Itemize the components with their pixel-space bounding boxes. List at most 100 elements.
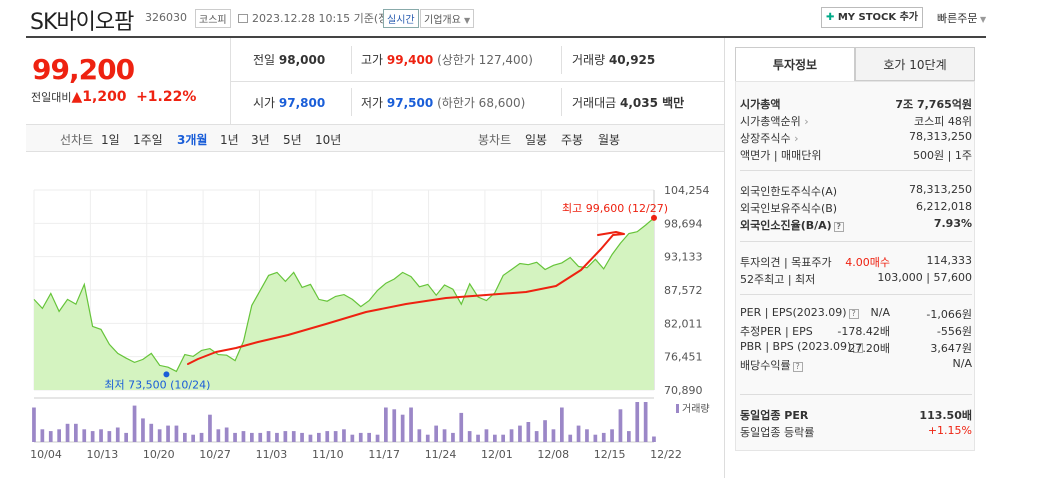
amount-stat: 거래대금 4,035 백만 (572, 94, 684, 111)
chevron-down-icon: ▼ (977, 15, 987, 24)
market-badge: 코스피 (195, 9, 231, 28)
stock-title: SK바이오팜 (30, 10, 134, 35)
realtime-button[interactable]: 실시간 (383, 9, 419, 28)
investment-row-label: 액면가 | 매매단위 (740, 149, 822, 162)
investment-row-label: 외국인보유주식수(B) (740, 202, 838, 215)
volume-bar (400, 414, 405, 442)
y-tick-label: 70,890 (664, 384, 703, 397)
volume-bar (40, 429, 45, 442)
volume-bar (518, 425, 522, 442)
low-value: 97,500 (386, 96, 434, 110)
investment-row-value: 103,000 | 57,600 (877, 271, 972, 284)
help-icon[interactable]: ? (848, 309, 859, 319)
company-overview-dropdown[interactable]: 기업개요 ▼ (420, 9, 475, 28)
investment-row-label: 추정PER | EPS (740, 325, 813, 338)
investment-row-label: 투자의견 | 목표주가 (740, 256, 832, 269)
x-tick-label: 12/22 (650, 448, 682, 461)
volume-bar (216, 429, 221, 442)
volume-label: 거래량 (572, 53, 606, 67)
investment-row-value: 113.50배 (919, 409, 972, 422)
investment-row-value: 500원 | 1주 (913, 149, 972, 162)
investment-row-value: N/A (952, 357, 972, 370)
x-tick-label: 11/03 (256, 448, 288, 461)
volume-bar (224, 427, 229, 442)
range-5y[interactable]: 5년 (283, 133, 302, 147)
y-tick-label: 104,254 (664, 184, 710, 197)
volume-bar (392, 409, 397, 442)
volume-bar (618, 409, 623, 442)
help-icon[interactable]: ? (833, 222, 844, 232)
investment-row-label: 동일업종 등락률 (740, 426, 815, 439)
quick-order-link[interactable]: 빠른주문 ▼ (937, 10, 986, 26)
volume-bar (233, 432, 237, 442)
stock-code: 326030 (145, 11, 187, 24)
low-label: 저가 (361, 96, 384, 110)
open-stat: 시가 97,800 (253, 94, 325, 111)
panel-section-divider (740, 170, 972, 171)
x-tick-label: 12/01 (481, 448, 513, 461)
volume-bar (543, 420, 547, 442)
volume-bar (199, 432, 204, 442)
datetime-text: 2023.12.28 10:15 기준(장중) (252, 12, 403, 25)
prev-compare-label: 전일대비 (31, 91, 72, 104)
volume-bar (258, 432, 263, 442)
y-tick-label: 93,133 (664, 251, 703, 264)
range-3m[interactable]: 3개월 (177, 133, 208, 147)
volume-bar (560, 407, 564, 442)
help-icon[interactable]: ? (853, 343, 864, 353)
investment-row-value: 7.93% (933, 217, 972, 230)
range-1w[interactable]: 1주일 (133, 133, 163, 147)
volume-bar (425, 434, 430, 442)
panel-section-divider (740, 241, 972, 242)
volume-bar (643, 402, 648, 442)
high-marker-dot (651, 214, 657, 221)
volume-legend-label: 거래량 (682, 403, 710, 415)
price-chart[interactable]: 104,254 98,694 93,133 87,572 82,011 76,451 70,… (26, 152, 724, 462)
investment-row-value: +1.15% (927, 424, 972, 437)
investment-row: 외국인소진율(B/A)? 7.93% (740, 217, 972, 233)
volume-bar (300, 432, 304, 442)
investment-row-label: PBR | BPS (2023.09)? (740, 340, 864, 353)
volume-bar (241, 431, 246, 442)
investment-row-label: 상장주식수 › (740, 132, 799, 145)
amount-value: 4,035 백만 (620, 96, 685, 110)
x-tick-label: 10/20 (143, 448, 175, 461)
upper-limit: (상한가 127,400) (437, 53, 533, 67)
volume-bar (476, 434, 480, 442)
x-tick-label: 12/15 (594, 448, 626, 461)
tab-order-book[interactable]: 호가 10단계 (855, 47, 975, 81)
red-annotation-stroke (187, 231, 625, 365)
prev-close-stat: 전일 98,000 (253, 51, 325, 68)
volume-bar (250, 432, 254, 442)
candle-monthly[interactable]: 월봉 (598, 133, 621, 147)
company-overview-label: 기업개요 (424, 15, 461, 26)
range-1y[interactable]: 1년 (220, 133, 239, 147)
range-10y[interactable]: 10년 (315, 133, 342, 147)
candle-daily[interactable]: 일봉 (525, 133, 548, 147)
change-percent: +1.22% (136, 89, 197, 105)
x-tick-label: 11/10 (312, 448, 344, 461)
current-price: 99,200 (32, 53, 135, 86)
panel-divider (724, 38, 725, 478)
volume-bar (124, 432, 128, 442)
investment-row-label: 시가총액 (740, 98, 781, 111)
tab-investment-info[interactable]: 투자정보 (735, 47, 855, 81)
help-icon[interactable]: ? (792, 362, 803, 372)
volume-bar (57, 429, 61, 442)
volume-bar (157, 429, 162, 442)
high-label: 고가 (361, 53, 384, 67)
range-3y[interactable]: 3년 (251, 133, 270, 147)
quote-datetime: 2023.12.28 10:15 기준(장중) (238, 10, 403, 26)
y-tick-label: 98,694 (664, 217, 703, 230)
volume-bar (342, 429, 346, 442)
candle-weekly[interactable]: 주봉 (561, 133, 584, 147)
volume-value: 40,925 (608, 53, 656, 67)
investment-row: PBR | BPS (2023.09)? 27.20배 3,647원 (740, 340, 972, 356)
volume-bar (417, 429, 422, 442)
add-mystock-button[interactable]: ✚ MY STOCK 추가 (821, 7, 923, 28)
investment-row: 외국인보유주식수(B) 6,212,018 (740, 200, 972, 216)
investment-row-value: 78,313,250 (909, 183, 972, 196)
candle-chart-label: 봉차트 (478, 133, 512, 147)
volume-bar (283, 431, 288, 442)
range-1d[interactable]: 1일 (101, 133, 120, 147)
